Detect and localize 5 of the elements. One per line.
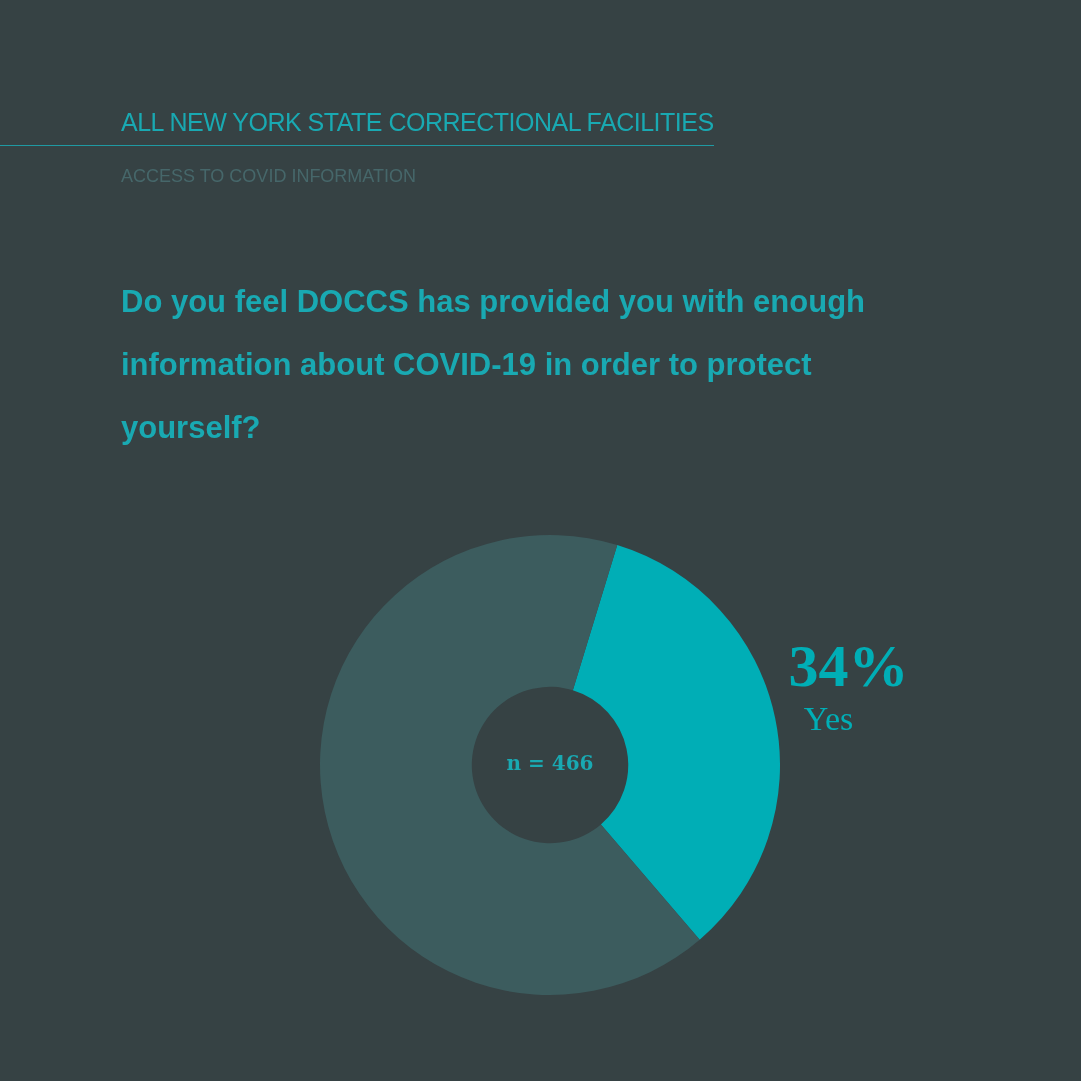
- data-label: 34%: [788, 633, 909, 700]
- text: n = 466: [506, 751, 594, 776]
- slice-label: Yes: [803, 699, 854, 737]
- chart-title: ALL NEW YORK STATE CORRECTIONAL FACILITIES: [0, 108, 714, 146]
- text: Do you feel DOCCS has provided you with enough information about COVID-19 in order to protect yourself?: [121, 283, 867, 447]
